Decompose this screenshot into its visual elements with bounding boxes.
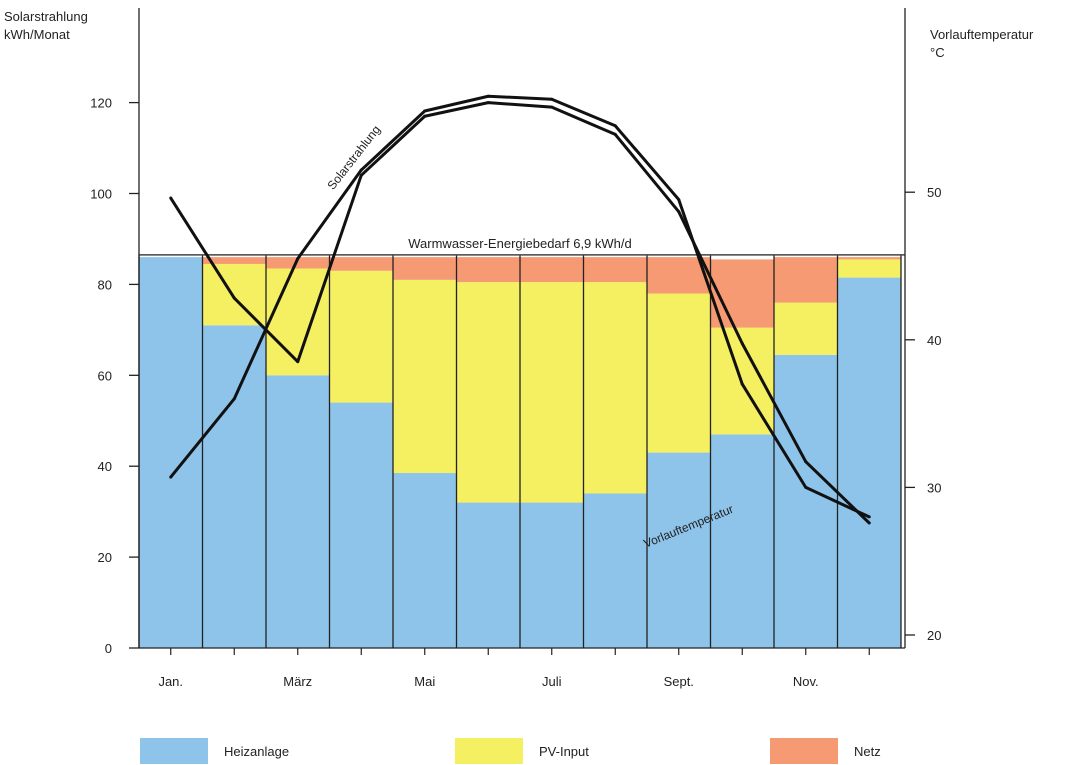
bar-pv-input-11 [774,302,838,355]
point-vorlauftemperatur [613,124,617,128]
bar-netz-12 [837,257,901,260]
point-vorlauftemperatur [296,257,300,261]
line-vorlauftemperatur [169,94,870,519]
x-axis-tick-label: Jan. [158,674,183,689]
left-axis-tick-label: 60 [98,368,112,383]
point-vorlauftemperatur [677,198,681,202]
bar-pv-input-7 [520,282,584,503]
legend-label-netz: Netz [854,743,881,759]
point-solarstrahlung [232,296,236,300]
bar-heizanlage-12 [837,277,901,648]
bar-netz-5 [393,257,457,280]
point-vorlauftemperatur [550,97,554,101]
point-vorlauftemperatur [804,485,808,489]
legend-label-pv-input: PV-Input [539,743,589,759]
line-solarstrahlung [169,101,871,525]
right-axis-title-line1: Vorlauftemperatur [930,27,1034,42]
bar-heizanlage-4 [329,402,393,648]
bar-pv-input-6 [456,282,520,503]
bar-netz-8 [583,257,647,283]
legend-item-netz: Netz [770,738,881,764]
left-axis-title: Solarstrahlung kWh/Monat [4,8,88,44]
point-solarstrahlung [169,196,173,200]
bar-netz-6 [456,257,520,283]
bar-netz-10 [710,259,774,328]
bar-pv-input-5 [393,279,457,474]
point-solarstrahlung [867,521,871,525]
legend-item-heizanlage: Heizanlage [140,738,289,764]
right-axis-tick-label: 30 [927,480,941,495]
legend-label-heizanlage: Heizanlage [224,743,290,759]
point-solarstrahlung [740,341,744,345]
left-axis-title-line2: kWh/Monat [4,27,70,42]
right-axis-tick-label: 50 [927,185,941,200]
right-axis-title-line2: °C [930,45,945,60]
legend-item-pv-input: PV-Input [455,738,589,764]
point-vorlauftemperatur [740,382,744,386]
right-axis-tick-label: 20 [927,628,941,643]
point-solarstrahlung [486,101,490,105]
x-axis-tick-label: Juli [542,674,562,689]
x-axis-tick-label: Nov. [793,674,819,689]
bar-netz-4 [329,257,393,271]
bar-heizanlage-10 [710,434,774,648]
point-solarstrahlung [677,210,681,214]
bar-heizanlage-9 [647,452,711,648]
bar-netz-2 [202,257,266,264]
bar-heizanlage-1 [139,257,203,648]
x-axis-tick-label: Mai [414,674,435,689]
bar-heizanlage-5 [393,473,457,648]
bar-netz-3 [266,257,330,269]
point-solarstrahlung [423,114,427,118]
point-solarstrahlung [613,132,617,136]
bar-pv-input-12 [837,259,901,278]
bar-heizanlage-6 [456,502,520,648]
point-vorlauftemperatur [169,475,173,479]
point-solarstrahlung [804,460,808,464]
bar-heizanlage-2 [202,325,266,648]
legend-swatch-netz [770,738,838,764]
bar-pv-input-2 [202,263,266,326]
point-vorlauftemperatur [867,515,871,519]
legend-swatch-heizanlage [140,738,208,764]
x-axis-tick-label: Sept. [664,674,694,689]
left-axis-tick-label: 20 [98,550,112,565]
left-axis-tick-label: 0 [105,641,112,656]
point-vorlauftemperatur [232,397,236,401]
right-axis-title: Vorlauftemperatur °C [930,26,1033,62]
bar-heizanlage-11 [774,354,838,648]
point-solarstrahlung [296,360,300,364]
bar-pv-input-4 [329,270,393,403]
point-vorlauftemperatur [423,109,427,113]
left-axis-title-line1: Solarstrahlung [4,9,88,24]
lines-layer [169,94,871,525]
bar-netz-11 [774,257,838,303]
point-vorlauftemperatur [486,94,490,98]
axes-layer [129,8,915,655]
left-axis-tick-label: 120 [90,96,112,111]
x-axis-tick-label: März [283,674,312,689]
legend-swatch-pv-input [455,738,523,764]
left-axis-tick-label: 40 [98,459,112,474]
bar-pv-input-9 [647,293,711,453]
bar-heizanlage-3 [266,375,330,648]
left-axis-tick-label: 100 [90,187,112,202]
demand-line-label: Warmwasser-Energiebedarf 6,9 kWh/d [408,236,632,251]
bar-heizanlage-7 [520,502,584,648]
left-axis-tick-label: 80 [98,277,112,292]
bars-layer [139,257,901,648]
bar-pv-input-8 [583,282,647,494]
point-solarstrahlung [550,105,554,109]
point-vorlauftemperatur [359,168,363,172]
bar-netz-7 [520,257,584,283]
point-solarstrahlung [359,173,363,177]
bar-heizanlage-8 [583,493,647,648]
right-axis-tick-label: 40 [927,333,941,348]
